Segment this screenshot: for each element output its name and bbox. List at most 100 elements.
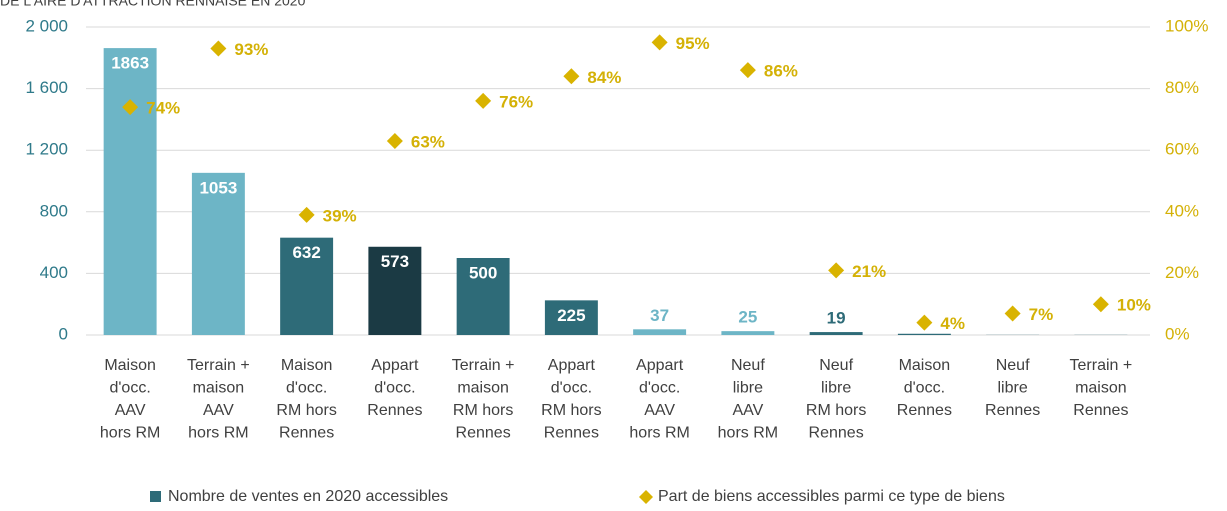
x-tick-label: hors RM: [629, 425, 689, 442]
diamond-marker: [475, 92, 492, 109]
y2-tick-label: 60%: [1165, 140, 1199, 159]
x-tick-label: d'occ.: [374, 380, 415, 397]
x-tick-label: d'occ.: [286, 380, 327, 397]
percent-label: 10%: [1117, 296, 1151, 315]
bar: [280, 237, 334, 335]
x-tick-label: Maison: [899, 357, 951, 374]
bar-value-label: 19: [827, 309, 846, 328]
percent-label: 4%: [940, 314, 965, 333]
y-tick-label: 800: [40, 201, 68, 220]
x-tick-label: libre: [733, 380, 763, 397]
percent-label: 86%: [764, 62, 798, 81]
bar-value-label: 25: [738, 308, 757, 327]
x-tick-label: Terrain +: [187, 357, 250, 374]
percent-label: 21%: [852, 262, 886, 281]
x-tick-label: libre: [821, 380, 851, 397]
x-tick-label: maison: [193, 380, 245, 397]
x-tick-label: libre: [998, 380, 1028, 397]
x-tick-label: AAV: [732, 402, 763, 419]
y2-tick-label: 100%: [1165, 16, 1208, 35]
bar: [191, 172, 245, 335]
percent-label: 93%: [234, 40, 268, 59]
x-tick-label: Rennes: [367, 402, 422, 419]
x-tick-label: Terrain +: [452, 357, 515, 374]
y-tick-label: 1 600: [25, 78, 68, 97]
diamond-marker: [210, 40, 227, 57]
bar: [103, 48, 157, 336]
percent-label: 74%: [146, 99, 180, 118]
diamond-marker: [1004, 305, 1021, 322]
diamond-marker: [298, 206, 315, 223]
x-tick-label: Neuf: [996, 357, 1030, 374]
y2-tick-label: 40%: [1165, 201, 1199, 220]
x-tick-label: Neuf: [731, 357, 765, 374]
chart-title: DE L'AIRE D'ATTRACTION RENNAISE EN 2020: [0, 0, 306, 9]
bar-value-label: 632: [292, 243, 320, 262]
bar: [633, 329, 687, 335]
x-tick-label: Appart: [636, 357, 684, 374]
y2-tick-label: 20%: [1165, 263, 1199, 282]
bar: [721, 331, 775, 335]
x-tick-label: maison: [1075, 380, 1127, 397]
legend-swatch: [150, 491, 161, 502]
percent-label: 7%: [1029, 305, 1054, 324]
y2-tick-label: 0%: [1165, 324, 1190, 343]
diamond-marker: [739, 62, 756, 79]
x-tick-label: hors RM: [188, 425, 248, 442]
y2-tick-label: 80%: [1165, 78, 1199, 97]
y-tick-label: 1 200: [25, 140, 68, 159]
x-tick-label: Neuf: [819, 357, 853, 374]
x-tick-label: AAV: [644, 402, 675, 419]
x-tick-label: Rennes: [897, 402, 952, 419]
diamond-marker: [916, 314, 933, 331]
legend-label: Nombre de ventes en 2020 accessibles: [168, 488, 448, 505]
percent-label: 84%: [587, 68, 621, 87]
x-tick-label: Rennes: [456, 425, 511, 442]
x-tick-label: Rennes: [985, 402, 1040, 419]
x-tick-label: hors RM: [100, 425, 160, 442]
bar: [544, 300, 598, 335]
diamond-marker: [122, 99, 139, 116]
y-tick-label: 2 000: [25, 16, 68, 35]
x-tick-label: d'occ.: [551, 380, 592, 397]
x-tick-label: RM hors: [806, 402, 866, 419]
x-tick-label: AAV: [115, 402, 146, 419]
bar: [456, 258, 510, 335]
x-tick-label: Appart: [371, 357, 419, 374]
x-tick-label: Rennes: [1073, 402, 1128, 419]
x-tick-label: Rennes: [809, 425, 864, 442]
percent-label: 39%: [323, 206, 357, 225]
percent-label: 95%: [676, 34, 710, 53]
x-tick-label: Maison: [281, 357, 333, 374]
x-tick-label: d'occ.: [639, 380, 680, 397]
x-tick-label: RM hors: [276, 402, 336, 419]
x-tick-label: RM hors: [541, 402, 601, 419]
bar: [368, 246, 422, 335]
x-tick-label: d'occ.: [109, 380, 150, 397]
diamond-marker: [563, 68, 580, 85]
x-tick-label: Terrain +: [1070, 357, 1133, 374]
bar-value-label: 225: [557, 306, 585, 325]
bar-value-label: 500: [469, 263, 497, 282]
x-tick-label: Rennes: [544, 425, 599, 442]
bar-value-label: 1863: [111, 54, 149, 73]
percent-label: 63%: [411, 132, 445, 151]
diamond-marker: [828, 262, 845, 279]
x-tick-label: Rennes: [279, 425, 334, 442]
bar-value-label: 573: [381, 252, 409, 271]
legend-swatch: [639, 490, 653, 504]
bar: [897, 333, 951, 335]
y-tick-label: 400: [40, 263, 68, 282]
y-tick-label: 0: [59, 324, 68, 343]
x-tick-label: maison: [457, 380, 509, 397]
x-tick-label: AAV: [203, 402, 234, 419]
diamond-marker: [1092, 296, 1109, 313]
x-tick-label: Appart: [548, 357, 596, 374]
x-tick-label: d'occ.: [904, 380, 945, 397]
percent-label: 76%: [499, 92, 533, 111]
x-tick-label: RM hors: [453, 402, 513, 419]
legend-label: Part de biens accessibles parmi ce type …: [658, 488, 1005, 505]
x-tick-label: Maison: [104, 357, 156, 374]
